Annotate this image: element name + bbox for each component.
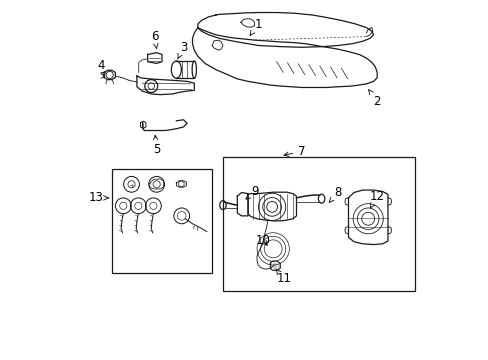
Text: 6: 6 xyxy=(151,30,158,49)
Text: 7: 7 xyxy=(284,145,305,158)
Text: 13: 13 xyxy=(88,192,108,204)
Text: 12: 12 xyxy=(369,190,384,208)
Text: 1: 1 xyxy=(249,18,262,36)
Text: 8: 8 xyxy=(328,186,341,202)
Text: 9: 9 xyxy=(245,185,259,199)
Text: 5: 5 xyxy=(153,135,160,156)
Text: 2: 2 xyxy=(368,90,380,108)
Text: 11: 11 xyxy=(275,269,291,285)
Text: 3: 3 xyxy=(177,41,187,59)
Text: 4: 4 xyxy=(97,59,105,77)
Bar xyxy=(112,169,212,273)
Text: 10: 10 xyxy=(256,234,270,247)
Bar xyxy=(223,157,414,291)
